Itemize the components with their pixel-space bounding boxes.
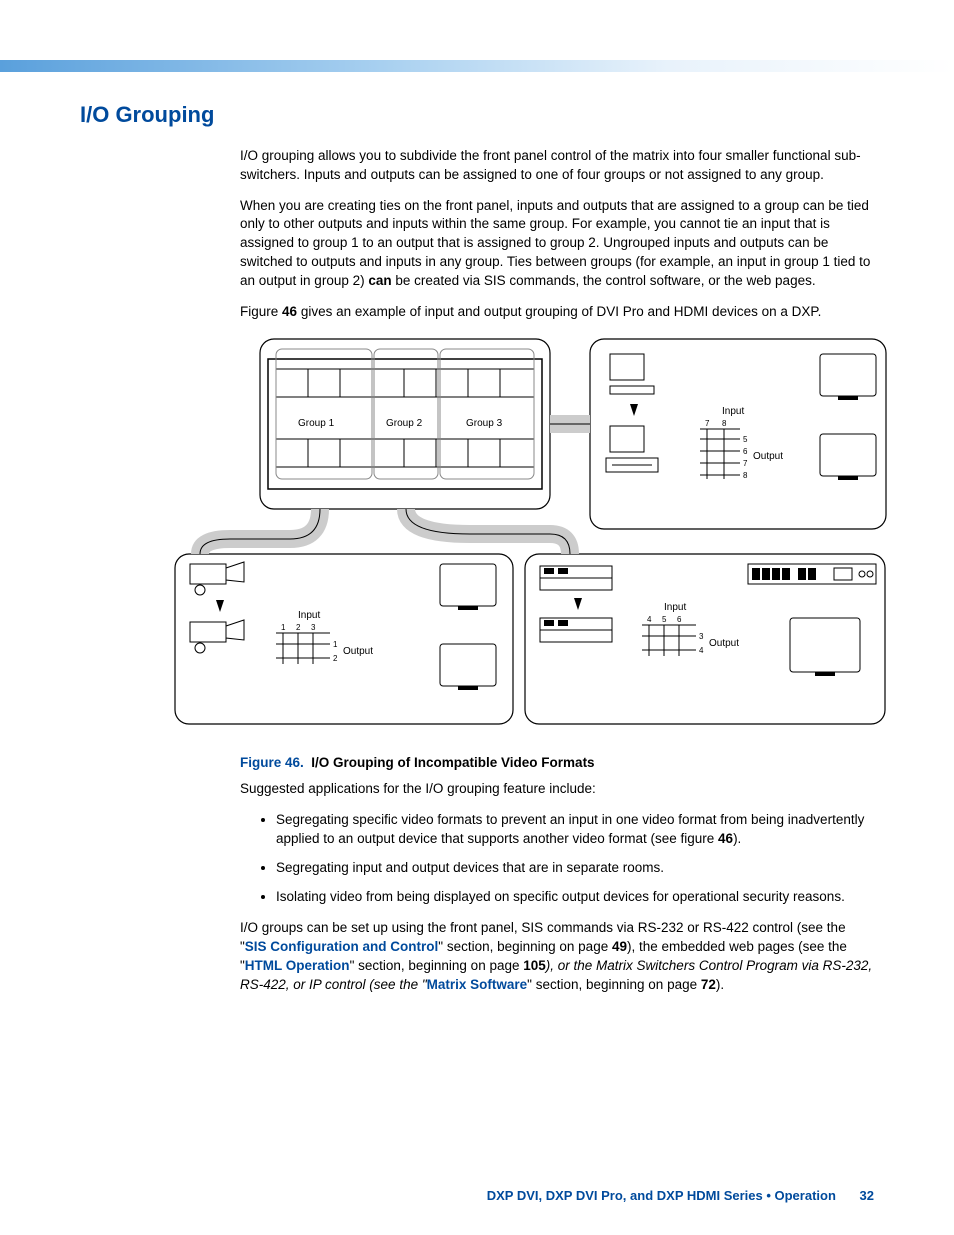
g3-output-label: Output bbox=[753, 451, 783, 462]
svg-text:1: 1 bbox=[281, 623, 286, 632]
page-footer: DXP DVI, DXP DVI Pro, and DXP HDMI Serie… bbox=[487, 1187, 874, 1205]
monitor-icon bbox=[790, 618, 860, 672]
top-accent-bar bbox=[0, 60, 954, 72]
g2-input-label: Input bbox=[664, 602, 686, 613]
list-item: Isolating video from being displayed on … bbox=[276, 888, 874, 907]
body-block: I/O grouping allows you to subdivide the… bbox=[240, 147, 874, 995]
diagram-wrap: Group 1 Group 2 Group 3 bbox=[170, 334, 890, 740]
page-number: 32 bbox=[860, 1188, 874, 1203]
svg-text:6: 6 bbox=[743, 447, 748, 456]
svg-text:8: 8 bbox=[722, 419, 727, 428]
svg-text:1: 1 bbox=[333, 640, 338, 649]
svg-text:7: 7 bbox=[705, 419, 710, 428]
monitor-icon bbox=[440, 644, 496, 686]
deck-icon bbox=[540, 566, 612, 590]
g1-output-label: Output bbox=[343, 646, 373, 657]
paragraph-5: I/O groups can be set up using the front… bbox=[240, 919, 874, 995]
p2-bold: can bbox=[368, 273, 391, 288]
svg-text:8: 8 bbox=[743, 471, 748, 480]
front-panel-box: Group 1 Group 2 Group 3 bbox=[260, 339, 550, 509]
paragraph-1: I/O grouping allows you to subdivide the… bbox=[240, 147, 874, 185]
paragraph-4: Suggested applications for the I/O group… bbox=[240, 780, 874, 799]
io-grouping-diagram: Group 1 Group 2 Group 3 bbox=[170, 334, 890, 734]
figure-caption: Figure 46. I/O Grouping of Incompatible … bbox=[240, 754, 874, 773]
svg-text:4: 4 bbox=[647, 615, 652, 624]
link-html-operation[interactable]: HTML Operation bbox=[245, 958, 350, 973]
p3-pre: Figure bbox=[240, 304, 282, 319]
group1-label: Group 1 bbox=[298, 418, 335, 429]
svg-text:6: 6 bbox=[677, 615, 682, 624]
rack-device-icon bbox=[748, 564, 876, 584]
deck-icon bbox=[540, 618, 612, 642]
group2-box: Input 4 5 6 3 4 Output bbox=[525, 554, 885, 724]
group2-label: Group 2 bbox=[386, 418, 423, 429]
svg-text:3: 3 bbox=[699, 632, 704, 641]
monitor-icon bbox=[440, 564, 496, 606]
group1-box: Input 1 2 3 1 2 Output bbox=[175, 554, 513, 724]
svg-text:5: 5 bbox=[743, 435, 748, 444]
p2-post: be created via SIS commands, the control… bbox=[392, 273, 816, 288]
li1-pre: Segregating specific video formats to pr… bbox=[276, 812, 864, 846]
monitor-icon bbox=[820, 434, 876, 476]
pipe-group1 bbox=[200, 509, 320, 554]
group3-label: Group 3 bbox=[466, 418, 503, 429]
figure-number: Figure 46. bbox=[240, 755, 304, 770]
list-item: Segregating input and output devices tha… bbox=[276, 859, 874, 878]
p3-post: gives an example of input and output gro… bbox=[297, 304, 821, 319]
figure-title: I/O Grouping of Incompatible Video Forma… bbox=[311, 755, 594, 770]
li1-post: ). bbox=[733, 831, 741, 846]
g3-input-label: Input bbox=[722, 406, 744, 417]
svg-text:3: 3 bbox=[311, 623, 316, 632]
applications-list: Segregating specific video formats to pr… bbox=[240, 811, 874, 907]
li1-num: 46 bbox=[718, 831, 733, 846]
p3-num: 46 bbox=[282, 304, 297, 319]
paragraph-3: Figure 46 gives an example of input and … bbox=[240, 303, 874, 322]
g2-output-label: Output bbox=[709, 638, 739, 649]
svg-text:4: 4 bbox=[699, 646, 704, 655]
svg-text:2: 2 bbox=[333, 654, 338, 663]
page: I/O Grouping I/O grouping allows you to … bbox=[0, 0, 954, 1235]
paragraph-2: When you are creating ties on the front … bbox=[240, 197, 874, 291]
monitor-icon bbox=[820, 354, 876, 396]
footer-text: DXP DVI, DXP DVI Pro, and DXP HDMI Serie… bbox=[487, 1188, 836, 1203]
svg-text:2: 2 bbox=[296, 623, 301, 632]
svg-text:5: 5 bbox=[662, 615, 667, 624]
link-sis-config[interactable]: SIS Configuration and Control bbox=[245, 939, 438, 954]
link-matrix-software[interactable]: Matrix Software bbox=[427, 977, 528, 992]
section-heading: I/O Grouping bbox=[80, 100, 874, 131]
list-item: Segregating specific video formats to pr… bbox=[276, 811, 874, 849]
group3-box: Input 7 8 5 6 7 8 Output bbox=[590, 339, 886, 529]
g1-input-label: Input bbox=[298, 610, 320, 621]
svg-text:7: 7 bbox=[743, 459, 748, 468]
